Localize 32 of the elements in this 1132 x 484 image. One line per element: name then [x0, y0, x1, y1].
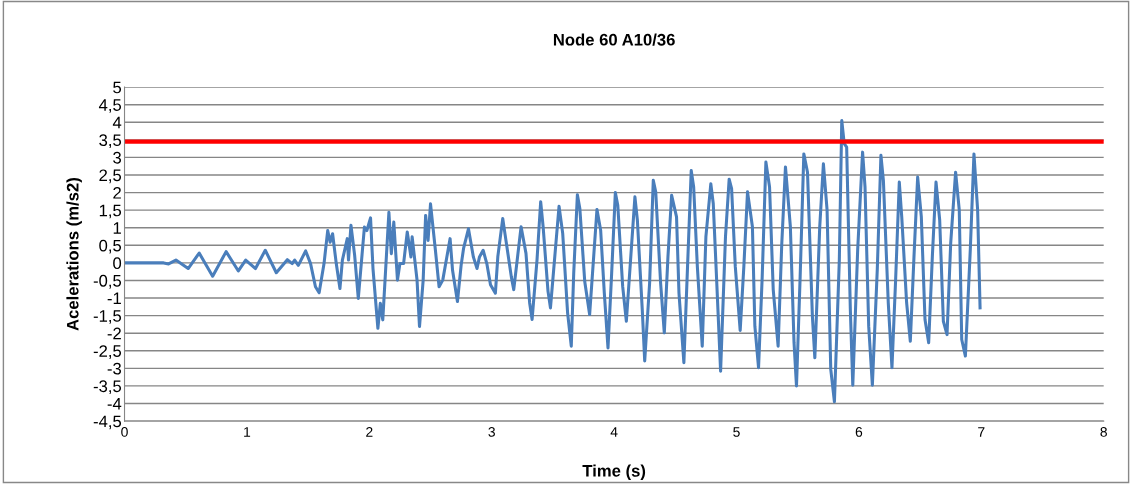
x-tick-label: 8	[1100, 427, 1107, 437]
y-tick-label: 4	[112, 116, 122, 129]
x-tick-label: 1	[244, 427, 251, 437]
y-axis-title: Acelerations (m/s2)	[66, 178, 82, 331]
y-tick-label: 1,5	[99, 204, 122, 219]
y-tick-label: -4	[107, 398, 122, 410]
x-tick-label: 4	[610, 427, 618, 437]
y-tick-label: 0,5	[99, 239, 122, 254]
y-tick-label: 3	[113, 151, 122, 164]
chart-title: Node 60 A10/36	[553, 33, 675, 46]
y-tick-label: 5	[113, 81, 122, 94]
y-tick-label: 2	[113, 186, 121, 199]
x-tick-label: 5	[733, 427, 740, 437]
y-tick-label: 1	[113, 222, 121, 234]
y-tick-label: -1	[107, 292, 121, 305]
x-tick-label: 7	[978, 427, 985, 437]
y-tick-label: 4,5	[98, 99, 122, 113]
y-tick-label: 0	[113, 257, 122, 270]
y-tick-label: -2,5	[93, 345, 122, 359]
y-tick-label: -1,5	[93, 310, 122, 324]
x-tick-label: 6	[855, 427, 863, 437]
x-axis-title: Time (s)	[582, 464, 646, 481]
y-tick-label: -3,5	[93, 380, 122, 395]
y-tick-label: -3	[107, 362, 122, 375]
y-tick-label: 3,5	[99, 134, 122, 149]
x-tick-label: 2	[366, 427, 373, 437]
y-tick-label: -4,5	[93, 415, 122, 430]
x-tick-label: 3	[488, 427, 495, 437]
y-tick-label: -0,5	[93, 274, 122, 289]
y-tick-label: 2,5	[99, 169, 122, 184]
line-series	[124, 118, 982, 404]
y-tick-label: -2	[107, 327, 121, 340]
